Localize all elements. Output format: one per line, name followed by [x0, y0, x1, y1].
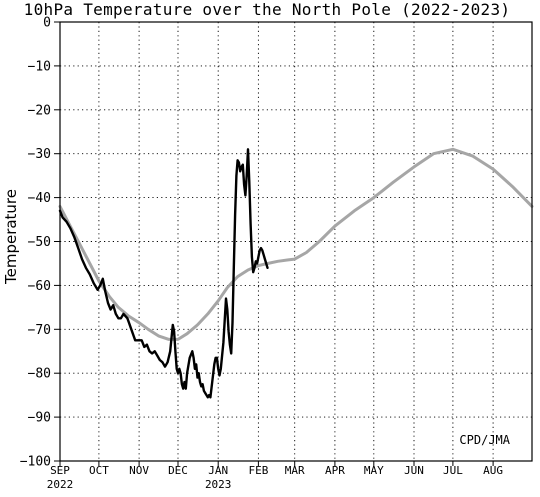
- credit-label: CPD/JMA: [459, 433, 510, 447]
- y-axis-ticks: 0 −10 −20 −30 −40 −50 −60 −70 −80 −90 −100: [20, 16, 60, 470]
- x-tick-label: MAY: [364, 464, 384, 477]
- x-tick-year: 2023: [205, 478, 232, 491]
- x-tick-label: NOV: [129, 464, 149, 477]
- plot-frame: [59, 21, 533, 462]
- y-axis-label: Temperature: [2, 189, 20, 285]
- y-tick-label: −50: [28, 235, 51, 250]
- observed-line: [58, 148, 269, 399]
- y-tick-label: −80: [28, 367, 51, 382]
- y-tick-label: −70: [28, 323, 51, 338]
- x-tick-label: SEP: [50, 464, 70, 477]
- x-tick-label: FEB: [248, 464, 268, 477]
- y-tick-label: −20: [28, 103, 51, 118]
- chart-title: 10hPa Temperature over the North Pole (2…: [24, 0, 511, 19]
- grid-lines: [60, 22, 532, 461]
- x-tick-label: JAN: [208, 464, 228, 477]
- climatology-line: [58, 147, 534, 341]
- y-tick-label: −90: [28, 411, 51, 426]
- y-tick-label: −60: [28, 279, 51, 294]
- y-tick-label: −40: [28, 191, 51, 206]
- x-tick-label: APR: [325, 464, 345, 477]
- y-tick-label: −10: [28, 59, 51, 74]
- y-tick-label: −100: [20, 455, 51, 470]
- x-tick-year: 2022: [47, 478, 74, 491]
- x-tick-label: OCT: [89, 464, 109, 477]
- y-tick-label: 0: [43, 16, 51, 31]
- x-tick-label: JUL: [443, 464, 463, 477]
- x-tick-label: JUN: [404, 464, 424, 477]
- y-tick-label: −30: [28, 147, 51, 162]
- series-group: [58, 147, 534, 399]
- x-tick-label: MAR: [285, 464, 305, 477]
- x-tick-label: AUG: [483, 464, 503, 477]
- x-tick-label: DEC: [168, 464, 188, 477]
